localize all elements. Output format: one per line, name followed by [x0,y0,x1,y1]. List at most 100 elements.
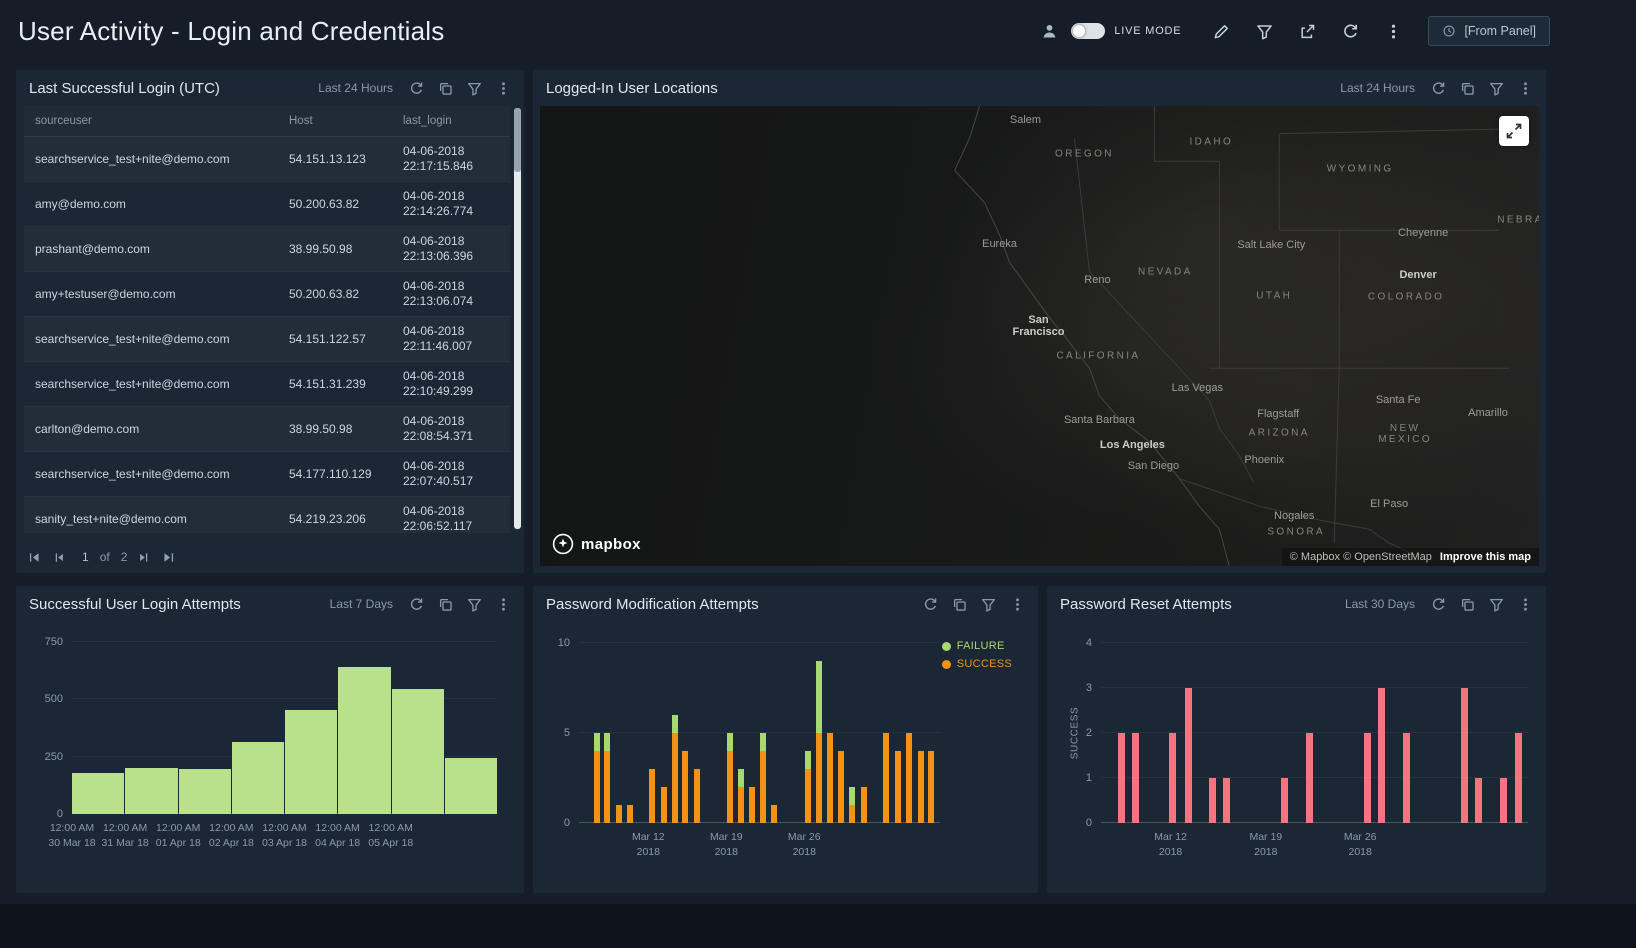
refresh-icon[interactable] [409,597,424,612]
more-options-icon[interactable] [1518,597,1533,612]
stacked-bar[interactable] [626,805,633,823]
last-page-icon[interactable] [162,551,175,564]
column-header[interactable]: sourceuser [35,114,92,127]
stacked-bar[interactable] [604,733,611,823]
bar[interactable] [1474,778,1482,823]
filter-icon[interactable] [467,81,482,96]
copy-icon[interactable] [438,597,453,612]
stacked-bar[interactable] [826,733,833,823]
table-row[interactable]: sanity_test+nite@demo.com 54.219.23.206 04… [24,497,510,533]
bar[interactable] [1514,733,1522,823]
bar[interactable] [72,772,125,814]
table-row[interactable]: amy+testuser@demo.com 50.200.63.82 04-06-2… [24,272,510,317]
stacked-bar[interactable] [727,733,734,823]
stacked-bar[interactable] [905,733,912,823]
edit-icon[interactable] [1213,23,1230,40]
filter-icon[interactable] [981,597,996,612]
more-options-icon[interactable] [1010,597,1025,612]
table-row[interactable]: searchservice_test+nite@demo.com 54.151.3… [24,362,510,407]
bar[interactable] [125,768,178,814]
stacked-bar[interactable] [917,751,924,823]
stacked-bar[interactable] [748,787,755,823]
bar[interactable] [1208,778,1216,823]
stacked-bar[interactable] [616,805,623,823]
scrollbar-thumb[interactable] [514,108,521,172]
more-options-icon[interactable] [1385,23,1402,40]
stacked-bar[interactable] [860,787,867,823]
bar[interactable] [1168,733,1176,823]
refresh-icon[interactable] [1342,23,1359,40]
stacked-bar[interactable] [649,769,656,823]
stacked-bar[interactable] [771,805,778,823]
stacked-bar[interactable] [928,751,935,823]
scrollbar-track[interactable] [514,108,521,529]
bar[interactable] [391,689,444,814]
column-header[interactable]: last_login [403,114,452,127]
bar[interactable] [1132,733,1140,823]
stacked-bar[interactable] [895,751,902,823]
bar[interactable] [285,709,338,814]
more-options-icon[interactable] [1518,81,1533,96]
filter-icon[interactable] [1489,597,1504,612]
refresh-icon[interactable] [1431,597,1446,612]
stacked-bar[interactable] [883,733,890,823]
bar[interactable] [1377,688,1385,823]
share-icon[interactable] [1299,23,1316,40]
legend-item[interactable]: FAILURE [941,640,1012,652]
stacked-bar[interactable] [816,661,823,823]
filter-icon[interactable] [467,597,482,612]
stacked-bar[interactable] [593,733,600,823]
next-page-icon[interactable] [138,551,151,564]
stacked-bar[interactable] [660,787,667,823]
copy-icon[interactable] [1460,597,1475,612]
legend-item[interactable]: SUCCESS [941,658,1012,670]
refresh-icon[interactable] [1431,81,1446,96]
stacked-bar[interactable] [694,769,701,823]
filter-icon[interactable] [1256,23,1273,40]
prev-page-icon[interactable] [52,551,65,564]
copy-icon[interactable] [438,81,453,96]
bar[interactable] [1499,778,1507,823]
bar[interactable] [1223,778,1231,823]
table-row[interactable]: searchservice_test+nite@demo.com 54.177.1… [24,452,510,497]
mapbox-logo[interactable]: mapbox [552,533,641,555]
stacked-bar[interactable] [838,751,845,823]
stacked-bar[interactable] [805,751,812,823]
bar[interactable] [1117,733,1125,823]
bar[interactable] [1185,688,1193,823]
stacked-bar[interactable] [671,715,678,823]
bar[interactable] [231,741,284,814]
bar[interactable] [178,769,231,814]
time-range-button[interactable]: [From Panel] [1428,16,1550,46]
copy-icon[interactable] [952,597,967,612]
bar[interactable] [1363,733,1371,823]
bar[interactable] [1305,733,1313,823]
live-mode-toggle[interactable] [1071,23,1106,39]
refresh-icon[interactable] [923,597,938,612]
cell-host: 54.219.23.206 [289,511,366,526]
table-row[interactable]: carlton@demo.com 38.99.50.98 04-06-2018 22:… [24,407,510,452]
bar[interactable] [1403,733,1411,823]
more-options-icon[interactable] [496,81,511,96]
fullscreen-button[interactable] [1499,116,1529,146]
stacked-bar[interactable] [760,733,767,823]
bar[interactable] [1281,778,1289,823]
column-header[interactable]: Host [289,114,313,127]
refresh-icon[interactable] [409,81,424,96]
filter-icon[interactable] [1489,81,1504,96]
more-options-icon[interactable] [496,597,511,612]
table-row[interactable]: searchservice_test+nite@demo.com 54.151.1… [24,317,510,362]
copy-icon[interactable] [1460,81,1475,96]
improve-map-link[interactable]: Improve this map [1439,551,1531,563]
table-row[interactable]: amy@demo.com 50.200.63.82 04-06-2018 22:14:… [24,182,510,227]
map-canvas[interactable]: mapbox © Mapbox © OpenStreetMap Improve … [540,106,1539,566]
stacked-bar[interactable] [849,787,856,823]
bar[interactable] [1460,688,1468,823]
bar[interactable] [444,757,497,814]
bar[interactable] [338,667,391,814]
first-page-icon[interactable] [28,551,41,564]
stacked-bar[interactable] [738,769,745,823]
table-row[interactable]: searchservice_test+nite@demo.com 54.151.1… [24,137,510,182]
table-row[interactable]: prashant@demo.com 38.99.50.98 04-06-2018 22… [24,227,510,272]
stacked-bar[interactable] [682,751,689,823]
